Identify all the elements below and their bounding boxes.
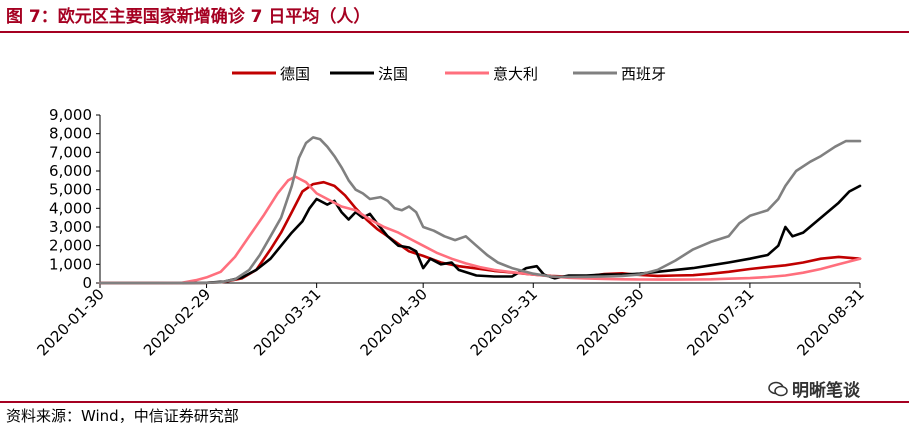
y-tick-label: 0	[82, 274, 92, 292]
watermark: 明晰笔谈	[768, 376, 860, 401]
bottom-rule	[0, 401, 909, 403]
x-tick-label: 2020-05-31	[467, 285, 541, 359]
x-tick-label: 2020-02-29	[140, 285, 214, 359]
series-lines	[98, 136, 862, 285]
x-tick-label: 2020-01-30	[33, 285, 107, 359]
figure-title: 图 7：欧元区主要国家新增确诊 7 日平均（人）	[6, 7, 371, 27]
y-tick-label: 7,000	[49, 143, 92, 161]
legend-label-1: 法国	[378, 65, 408, 83]
series-line-0	[98, 180, 862, 285]
y-tick-label: 6,000	[49, 162, 92, 180]
line-chart: 德国 法国 意大利 西班牙 01,0002,0003,0004,0005,0006,0…	[33, 65, 867, 359]
source-note: 资料来源：Wind，中信证券研究部	[6, 407, 239, 425]
y-tick-label: 2,000	[49, 237, 92, 255]
y-tick-label: 3,000	[49, 218, 92, 236]
x-tick-label: 2020-04-30	[357, 285, 431, 359]
y-tick-label: 9,000	[49, 106, 92, 124]
legend-label-0: 德国	[280, 65, 310, 83]
y-tick-label: 1,000	[49, 255, 92, 273]
watermark-text: 明晰笔谈	[792, 381, 860, 401]
wechat-icon	[768, 381, 788, 396]
series-line-3	[98, 136, 862, 285]
x-tick-label: 2020-08-31	[793, 285, 867, 359]
y-tick-label: 4,000	[49, 199, 92, 217]
legend-label-3: 西班牙	[621, 65, 666, 83]
x-tick-label: 2020-03-31	[250, 285, 324, 359]
y-tick-label: 8,000	[49, 125, 92, 143]
series-line-2	[98, 175, 862, 285]
x-tick-label: 2020-06-30	[573, 285, 647, 359]
y-tick-label: 5,000	[49, 181, 92, 199]
axes: 01,0002,0003,0004,0005,0006,0007,0008,00…	[33, 106, 867, 359]
legend: 德国 法国 意大利 西班牙	[232, 65, 666, 83]
x-tick-label: 2020-07-31	[683, 285, 757, 359]
top-rule	[0, 31, 909, 33]
legend-label-2: 意大利	[493, 65, 538, 83]
series-line-1	[98, 184, 862, 285]
